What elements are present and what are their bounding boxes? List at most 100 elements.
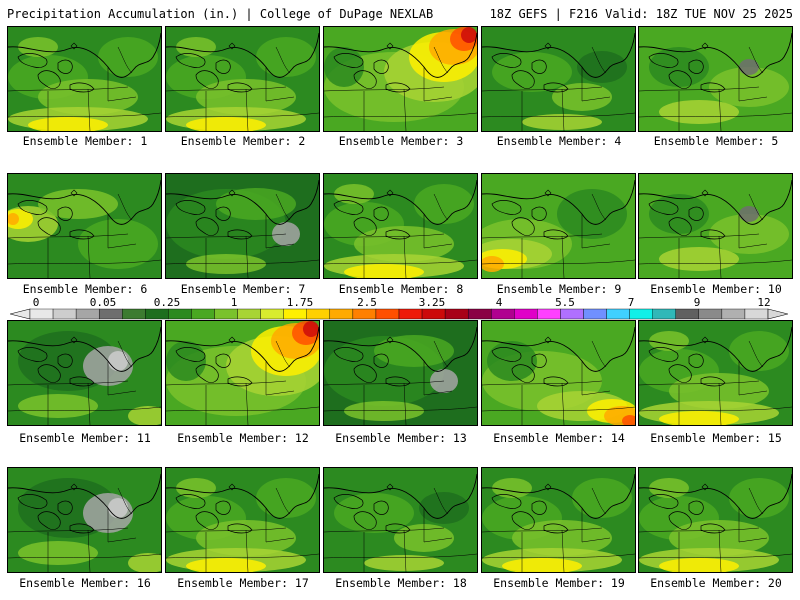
coastline — [8, 473, 161, 519]
state-border — [275, 487, 291, 515]
precipitation-map — [482, 27, 635, 131]
colorbar-tick-label: 0 — [32, 296, 40, 309]
state-border — [639, 86, 760, 92]
great-lake-outline — [333, 53, 364, 68]
ensemble-member-label: Ensemble Member: 15 — [650, 431, 782, 445]
precip-contour — [303, 321, 319, 337]
state-border — [245, 88, 249, 131]
precipitation-map — [639, 468, 792, 572]
great-lake-outline — [491, 494, 522, 509]
great-lake-outline — [195, 364, 219, 383]
state-border — [591, 340, 607, 368]
coastline — [324, 179, 477, 225]
colorbar-tick-label: 5.5 — [555, 296, 575, 309]
great-lake-outline — [195, 217, 219, 236]
state-border — [87, 529, 91, 572]
precipitation-map — [639, 321, 792, 425]
great-lake-outline — [668, 511, 692, 530]
location-marker-icon — [701, 336, 709, 344]
ensemble-member-label: Ensemble Member: 1 — [22, 134, 148, 148]
state-border — [324, 259, 477, 265]
great-lake-outline — [491, 53, 522, 68]
state-border — [423, 214, 453, 249]
ensemble-map-panel — [481, 320, 636, 426]
great-lake-outline — [531, 353, 547, 368]
coastline — [166, 32, 319, 78]
coastline — [482, 326, 635, 372]
state-border — [433, 193, 449, 221]
great-lake-outline — [353, 511, 377, 530]
state-border — [8, 233, 129, 239]
colorbar-swatch — [75, 308, 100, 320]
state-border — [433, 46, 449, 74]
great-lake-outline — [37, 70, 61, 89]
location-marker-icon — [70, 483, 78, 491]
great-lake-outline — [531, 500, 547, 515]
coastline — [8, 179, 161, 225]
precip-contour — [572, 478, 632, 518]
precip-contour — [659, 247, 739, 271]
colorbar-tick-label: 4 — [495, 296, 503, 309]
state-border — [403, 529, 407, 572]
state-border — [561, 382, 565, 425]
precip-contour — [739, 206, 759, 222]
ensemble-map-panel — [481, 173, 636, 279]
colorbar-swatch — [306, 308, 331, 320]
state-border — [639, 380, 760, 386]
precip-contour — [78, 219, 158, 269]
great-lake-outline — [511, 511, 535, 530]
state-border — [275, 340, 291, 368]
state-border — [8, 553, 161, 559]
coastline — [324, 326, 477, 372]
coastline — [639, 326, 792, 372]
precip-contour — [622, 415, 635, 425]
ensemble-member-label: Ensemble Member: 16 — [19, 576, 151, 590]
location-marker-icon — [386, 42, 394, 50]
state-border — [87, 382, 91, 425]
great-lake-outline — [511, 364, 535, 383]
state-border — [107, 508, 137, 543]
state-border — [738, 361, 768, 396]
colorbar-swatch — [214, 308, 238, 320]
colorbar-swatch — [98, 308, 123, 320]
precipitation-map — [639, 174, 792, 278]
coastline — [166, 326, 319, 372]
great-lake-outline — [511, 217, 535, 236]
ensemble-member-label: Ensemble Member: 7 — [180, 282, 306, 296]
precip-contour — [364, 555, 444, 571]
colorbar-swatch — [675, 308, 700, 320]
state-border — [482, 380, 603, 386]
colorbar-tick-label: 1.75 — [286, 296, 314, 309]
ensemble-member-label: Ensemble Member: 10 — [650, 282, 782, 296]
great-lake-outline — [17, 494, 48, 509]
great-lake-outline — [511, 70, 535, 89]
coastline — [482, 473, 635, 519]
state-border — [482, 233, 603, 239]
precip-contour — [649, 47, 709, 87]
ensemble-map-panel — [165, 173, 320, 279]
location-marker-icon — [544, 336, 552, 344]
colorbar-swatch — [329, 308, 354, 320]
great-lake-outline — [688, 59, 704, 74]
location-marker-icon — [544, 483, 552, 491]
precipitation-map — [482, 321, 635, 425]
colorbar-swatch — [491, 308, 515, 320]
colorbar-swatch — [698, 308, 723, 320]
great-lake-outline — [37, 364, 61, 383]
state-border — [639, 553, 792, 559]
state-border — [107, 361, 137, 396]
state-border — [324, 380, 445, 386]
location-marker-icon — [386, 483, 394, 491]
ensemble-map-panel — [7, 173, 162, 279]
precip-contour — [419, 492, 469, 524]
location-marker-icon — [70, 336, 78, 344]
precipitation-map — [166, 468, 319, 572]
precip-contour — [108, 351, 128, 371]
precipitation-map — [8, 174, 161, 278]
great-lake-outline — [57, 59, 73, 74]
location-marker-icon — [701, 42, 709, 50]
colorbar-swatch — [467, 308, 492, 320]
state-border — [748, 46, 764, 74]
location-marker-icon — [70, 189, 78, 197]
state-border — [748, 193, 764, 221]
